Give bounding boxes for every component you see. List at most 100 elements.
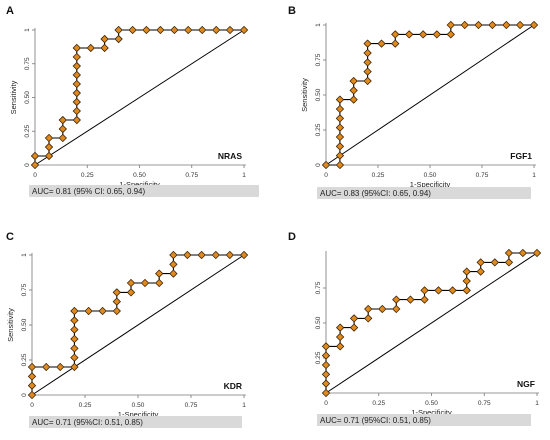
x-tick-label: 0.25 xyxy=(81,172,94,179)
x-tick-label: 0.50 xyxy=(424,172,437,179)
y-tick-label: 1 xyxy=(21,253,28,257)
roc-point-marker xyxy=(72,88,81,98)
x-tick-label: 0.25 xyxy=(79,402,92,409)
x-axis-title: 1-Specificity xyxy=(119,180,160,189)
roc-point-marker xyxy=(335,123,345,132)
roc-point-marker xyxy=(349,323,359,332)
roc-point-marker xyxy=(72,61,81,71)
roc-point-marker xyxy=(335,323,345,332)
roc-point-marker xyxy=(335,142,345,151)
roc-point-marker xyxy=(349,76,358,86)
roc-point-marker xyxy=(321,370,331,379)
roc-point-marker xyxy=(170,25,179,35)
roc-point-marker xyxy=(169,269,178,278)
auc-text: AUC= 0.71 (95%CI: 0.51, 0.85) xyxy=(320,416,431,425)
roc-point-marker xyxy=(140,278,150,288)
reference-diagonal xyxy=(325,24,535,166)
reference-diagonal xyxy=(31,254,245,396)
y-tick-label: 0.25 xyxy=(24,125,31,138)
y-tick-label: 0 xyxy=(315,163,322,167)
x-axis-title: 1-Specificity xyxy=(411,408,452,417)
roc-point-marker xyxy=(335,332,345,342)
roc-point-marker xyxy=(335,104,345,114)
panel-label: C xyxy=(6,231,14,243)
roc-point-marker xyxy=(432,30,442,39)
y-tick-label: 0.75 xyxy=(24,57,31,70)
roc-point-marker xyxy=(114,34,123,44)
x-tick-label: 0 xyxy=(30,402,34,409)
x-tick-label: 1 xyxy=(532,172,536,179)
roc-point-marker xyxy=(420,286,429,295)
roc-point-marker xyxy=(446,20,455,30)
roc-point-marker xyxy=(27,362,37,372)
roc-point-marker xyxy=(70,353,79,362)
roc-point-marker xyxy=(70,325,79,334)
roc-point-marker xyxy=(321,388,331,398)
x-tick-label: 1 xyxy=(242,402,246,409)
x-tick-label: 0.25 xyxy=(372,172,385,179)
x-tick-label: 0.75 xyxy=(185,172,198,179)
auc-box xyxy=(317,414,531,426)
roc-panel-d: D 0.25 0.50 0.75 0 0.25 0.50 0.75 1 1-Specificity… xyxy=(288,231,542,426)
roc-point-marker xyxy=(225,25,235,35)
y-tick-label: 1 xyxy=(24,28,31,32)
roc-point-marker xyxy=(128,25,137,35)
x-tick-label: 0.75 xyxy=(185,402,198,409)
x-tick-label: 0.75 xyxy=(476,172,489,179)
roc-point-marker xyxy=(349,95,358,104)
y-tick-label: 0.50 xyxy=(315,316,322,329)
x-tick-label: 0 xyxy=(324,172,328,179)
x-tick-label: 0 xyxy=(33,172,37,179)
y-tick-label: 0.50 xyxy=(24,91,31,104)
reference-diagonal xyxy=(325,252,538,394)
roc-point-marker xyxy=(155,278,164,288)
roc-point-marker xyxy=(86,43,95,53)
roc-point-marker xyxy=(335,151,345,160)
roc-point-marker xyxy=(155,269,164,278)
roc-point-marker xyxy=(112,297,121,306)
roc-panel-c: C 0 0.25 0.50 0.75 1 0 0.25 0.50 0.75 1 1-Specifici… xyxy=(6,231,249,428)
auc-text: AUC= 0.81 (95% CI: 0.65, 0.94) xyxy=(32,187,146,196)
roc-point-marker xyxy=(321,379,331,388)
x-axis-title: 1-Specificity xyxy=(118,410,159,419)
roc-point-marker xyxy=(169,250,178,260)
y-tick-label: 0 xyxy=(24,163,31,167)
roc-point-marker xyxy=(126,288,136,297)
roc-point-marker xyxy=(72,43,81,53)
roc-point-marker xyxy=(502,20,511,30)
roc-point-marker xyxy=(462,276,471,286)
roc-point-marker xyxy=(70,306,79,316)
y-axis-title: Sensitivity xyxy=(9,80,18,114)
roc-point-marker xyxy=(225,250,234,260)
y-axis-title: Sensitivity xyxy=(300,78,309,112)
roc-point-marker xyxy=(44,142,54,152)
roc-point-marker xyxy=(30,160,40,170)
roc-point-marker xyxy=(70,344,79,353)
auc-text: AUC= 0.83 (95%CI: 0.65, 0.94) xyxy=(320,189,431,198)
gene-label: FGF1 xyxy=(510,151,532,161)
y-axis-title: Sensitivity xyxy=(6,308,15,342)
y-tick-label: 0.50 xyxy=(21,318,28,331)
roc-point-marker xyxy=(321,351,331,360)
roc-point-marker xyxy=(72,115,81,125)
roc-point-marker xyxy=(391,30,400,39)
panel-label: A xyxy=(6,5,14,17)
x-tick-label: 0.50 xyxy=(425,400,438,407)
roc-point-marker xyxy=(349,86,358,95)
y-tick-label: 0.50 xyxy=(315,88,322,101)
roc-point-marker xyxy=(27,390,37,400)
auc-box xyxy=(29,416,242,428)
roc-point-marker xyxy=(239,25,249,35)
roc-point-marker xyxy=(58,124,67,134)
y-tick-label: 0.75 xyxy=(315,53,322,66)
roc-point-marker xyxy=(72,70,81,80)
roc-point-marker xyxy=(488,20,497,30)
roc-point-marker xyxy=(84,306,93,316)
roc-point-marker xyxy=(377,39,386,48)
x-tick-label: 1 xyxy=(242,172,246,179)
roc-point-marker xyxy=(112,288,121,297)
roc-point-marker xyxy=(44,151,54,161)
roc-point-marker xyxy=(434,286,443,295)
panel-label: B xyxy=(288,5,296,17)
roc-point-marker xyxy=(335,95,345,104)
